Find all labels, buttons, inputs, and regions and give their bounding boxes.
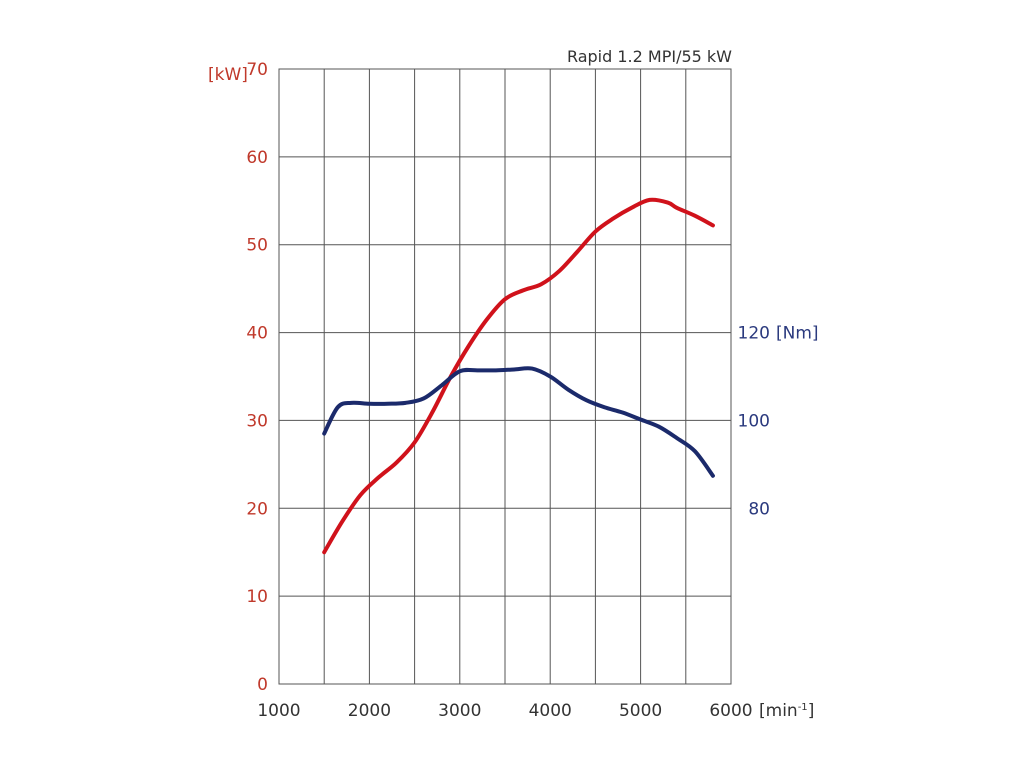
y-left-tick-label: 40 [246, 324, 268, 344]
y-left-unit: [kW] [208, 65, 248, 85]
y-right-tick-label: 80 [748, 499, 770, 519]
x-axis: 1000 2000 3000 4000 5000 6000 [257, 701, 752, 721]
x-tick-label: 1000 [257, 701, 300, 721]
y-left-tick-label: 70 [246, 60, 268, 80]
y-right-tick-label: 120 [738, 324, 770, 344]
y-right-tick-label: 100 [738, 411, 770, 431]
y-left-tick-label: 0 [257, 675, 268, 695]
series-group [322, 197, 715, 555]
y-left-tick-label: 10 [246, 587, 268, 607]
torque-curve-line [322, 366, 715, 478]
power-curve-line [322, 197, 715, 555]
y-left-tick-label: 50 [246, 236, 268, 256]
chart-title: Rapid 1.2 MPI/55 kW [567, 47, 732, 66]
y-left-axis: 0 10 20 30 40 50 60 70 [246, 60, 268, 695]
x-tick-label: 6000 [709, 701, 752, 721]
x-unit-superscript: -1 [798, 702, 808, 713]
x-tick-label: 4000 [529, 701, 572, 721]
x-tick-label: 5000 [619, 701, 662, 721]
plot-frame [278, 68, 732, 685]
y-left-tick-label: 20 [246, 499, 268, 519]
y-right-unit: [Nm] [776, 324, 819, 344]
x-unit-label: [min [759, 701, 798, 721]
x-unit-close: ] [808, 701, 815, 721]
x-unit: [min-1] [759, 701, 814, 721]
y-left-tick-label: 60 [246, 148, 268, 168]
x-tick-label: 2000 [348, 701, 391, 721]
x-tick-label: 3000 [438, 701, 481, 721]
y-right-axis: 80 100 120 [Nm] [738, 324, 819, 520]
y-left-tick-label: 30 [246, 411, 268, 431]
grid [279, 69, 731, 684]
